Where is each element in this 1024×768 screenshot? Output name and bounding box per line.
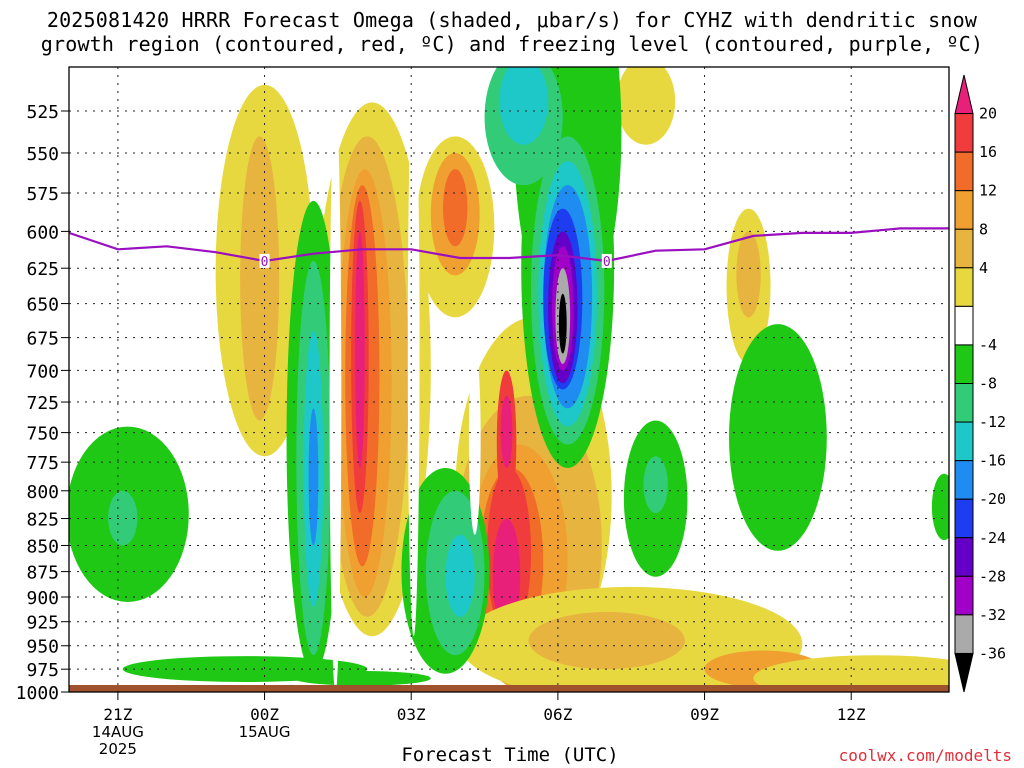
y-tick-label: 725 <box>26 393 59 414</box>
colorbar-segment <box>954 421 974 462</box>
contour-label-bg <box>601 253 612 268</box>
y-tick-label: 525 <box>26 102 59 123</box>
colorbar-label: -16 <box>979 452 1006 470</box>
x-tick-label: 09Z <box>690 705 719 724</box>
y-tick-label: 875 <box>26 563 59 584</box>
y-tick-label: 600 <box>26 222 59 243</box>
colorbar-label: -4 <box>979 336 997 354</box>
upward-motion-region <box>293 671 431 686</box>
x-tick-label: 12Z <box>837 705 866 724</box>
colorbar-label: 12 <box>979 182 997 200</box>
y-tick-label: 625 <box>26 259 59 280</box>
y-tick-label: 700 <box>26 361 59 382</box>
upward-motion-region <box>108 490 138 546</box>
colorbar-label: -28 <box>979 567 1006 585</box>
neutral-region <box>468 344 481 535</box>
upward-motion-region <box>499 67 549 145</box>
colorbar-label: 20 <box>979 105 997 123</box>
x-tick-label: 00Z <box>250 705 279 724</box>
downward-motion-region <box>443 169 468 247</box>
downward-motion-region <box>355 231 365 468</box>
colorbar-cap-top <box>954 74 974 115</box>
x-tick-label: 21Z <box>103 705 132 724</box>
neutral-region <box>329 102 342 692</box>
colorbar-segment <box>954 113 974 153</box>
downward-motion-region <box>528 611 685 670</box>
upward-motion-region <box>308 408 319 546</box>
freezing-level-label: 0 <box>261 255 269 270</box>
y-tick-label: 925 <box>26 613 59 634</box>
x-tick-label: 06Z <box>543 705 572 724</box>
y-tick-label: 850 <box>26 536 59 557</box>
ground-fill <box>69 685 949 692</box>
upward-motion-region <box>931 473 949 541</box>
colorbar-segment <box>954 575 974 616</box>
y-axis: 525 550 575 600 625 650 675 700 725 750 775 800 825 8… <box>16 102 69 704</box>
colorbar-label: -36 <box>979 644 1006 662</box>
x-tick-date: 15AUG <box>239 723 291 741</box>
colorbar-label: -12 <box>979 413 1006 431</box>
y-tick-label: 750 <box>26 424 59 445</box>
y-tick-label: 775 <box>26 453 59 474</box>
colorbar-cap-bottom <box>954 652 974 693</box>
colorbar-segment <box>954 498 974 539</box>
freezing-level-label: 0 <box>603 255 611 270</box>
colorbar-segment <box>954 305 974 346</box>
x-tick-year: 2025 <box>99 740 137 758</box>
y-tick-label: 950 <box>26 637 59 658</box>
colorbar-label: 4 <box>979 259 988 277</box>
neutral-region <box>407 67 420 637</box>
upward-motion-region <box>558 293 567 354</box>
downward-motion-region <box>240 136 280 421</box>
x-tick-label: 03Z <box>397 705 426 724</box>
downward-motion-region <box>736 231 761 318</box>
colorbar: 20 16 12 8 4 -4 -8 -12 -16 -20 -24 -28 -32 -36 <box>954 74 1006 693</box>
x-tick-date: 14AUG <box>92 723 144 741</box>
colorbar-label: -32 <box>979 606 1006 624</box>
downward-motion-region <box>616 67 676 145</box>
plot-frame <box>68 66 950 693</box>
omega-shading <box>69 67 949 692</box>
colorbar-segment <box>954 537 974 577</box>
colorbar-label: -8 <box>979 375 997 393</box>
y-tick-label: 675 <box>26 329 59 350</box>
colorbar-segment <box>954 267 974 307</box>
y-tick-label: 650 <box>26 295 59 316</box>
colorbar-segment <box>954 228 974 269</box>
downward-motion-region <box>500 395 513 468</box>
y-tick-label: 975 <box>26 660 59 681</box>
ground-layer <box>69 685 949 692</box>
y-tick-label: 575 <box>26 184 59 205</box>
freezing-level-line <box>69 227 949 263</box>
y-tick-label: 900 <box>26 588 59 609</box>
colorbar-label: 16 <box>979 143 997 161</box>
chart-title-line1: 2025081420 HRRR Forecast Omega (shaded, … <box>46 8 978 32</box>
x-axis-label: Forecast Time (UTC) <box>401 744 619 766</box>
colorbar-label: 8 <box>979 220 988 238</box>
colorbar-segment <box>954 151 974 192</box>
downward-motion-region <box>753 655 949 692</box>
colorbar-segment <box>954 190 974 230</box>
contour-label-bg <box>259 253 270 268</box>
colorbar-segment <box>954 344 974 384</box>
colorbar-label: -20 <box>979 490 1006 508</box>
upward-motion-region <box>445 534 475 617</box>
upward-motion-region <box>643 456 668 514</box>
y-tick-label: 1000 <box>16 683 59 704</box>
chart-title-line2: growth region (contoured, red, ºC) and f… <box>40 32 984 56</box>
y-tick-label: 550 <box>26 144 59 165</box>
colorbar-segment <box>954 383 974 423</box>
colorbar-segment <box>954 460 974 500</box>
credit-text: coolwx.com/modelts <box>838 746 1012 765</box>
colorbar-label: -24 <box>979 529 1006 547</box>
y-tick-label: 800 <box>26 482 59 503</box>
upward-motion-region <box>729 324 827 551</box>
colorbar-segment <box>954 614 974 654</box>
y-tick-label: 825 <box>26 510 59 531</box>
